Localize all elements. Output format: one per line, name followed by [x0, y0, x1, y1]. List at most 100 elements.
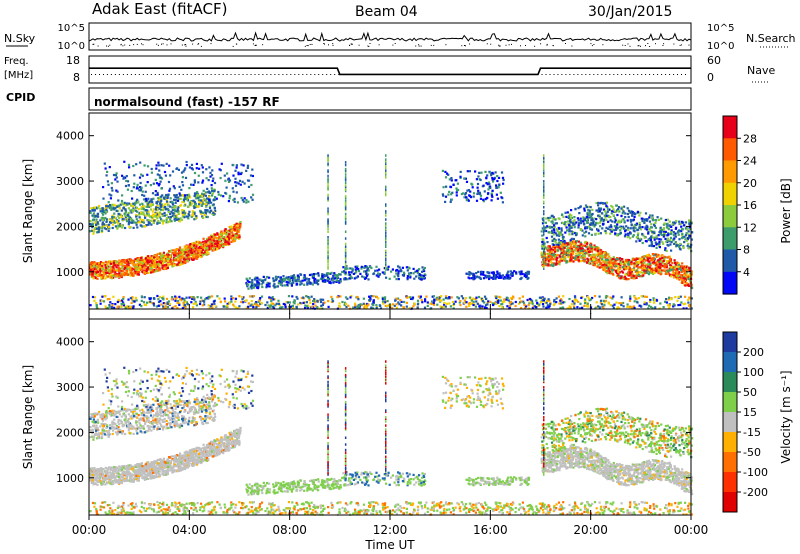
- power-echo: [627, 226, 630, 229]
- power-echo: [99, 273, 102, 276]
- power-echo: [192, 255, 195, 258]
- power-echo: [203, 303, 206, 306]
- power-echo: [174, 198, 177, 201]
- power-echo: [681, 234, 684, 237]
- power-echo: [155, 201, 158, 204]
- power-echo: [208, 307, 211, 310]
- power-echo: [249, 295, 252, 298]
- power-echo: [226, 237, 229, 240]
- power-echo: [103, 227, 106, 230]
- power-echo: [615, 264, 618, 268]
- power-echo: [111, 189, 114, 192]
- power-echo: [129, 266, 132, 269]
- power-echo: [632, 218, 635, 221]
- power-echo: [177, 258, 180, 261]
- power-echo: [105, 218, 108, 221]
- power-echo: [139, 161, 142, 164]
- power-echo: [690, 270, 693, 273]
- power-echo: [680, 228, 684, 231]
- nave-dot: [358, 74, 360, 75]
- nave-dot: [409, 74, 411, 75]
- power-echo: [590, 250, 593, 253]
- freq-line: [89, 67, 691, 76]
- power-echo: [659, 233, 662, 236]
- power-echo: [691, 231, 694, 234]
- power-echo: [233, 239, 236, 243]
- power-echo: [636, 263, 640, 266]
- power-echo: [157, 161, 160, 164]
- power-echo: [611, 228, 614, 231]
- power-echo: [670, 231, 673, 234]
- power-echo: [193, 242, 196, 246]
- power-echo: [168, 164, 171, 167]
- power-echo: [482, 198, 485, 201]
- power-echo: [204, 251, 207, 254]
- power-echo: [135, 265, 138, 268]
- power-echo: [541, 227, 544, 230]
- power-echo: [444, 195, 448, 198]
- noise-search-dot: [170, 43, 172, 45]
- power-echo: [635, 240, 638, 243]
- power-echo: [241, 180, 244, 183]
- power-echo: [619, 225, 622, 228]
- power-echo: [146, 200, 149, 203]
- power-echo: [588, 246, 591, 249]
- power-echo: [227, 200, 230, 203]
- power-echo: [122, 301, 125, 304]
- power-echo: [570, 216, 574, 220]
- power-echo: [145, 211, 149, 214]
- power-echo: [93, 227, 96, 230]
- power-echo: [627, 215, 630, 219]
- power-echo: [93, 299, 96, 302]
- power-echo: [646, 254, 649, 257]
- power-echo: [243, 197, 246, 200]
- power-echo: [205, 201, 208, 204]
- power-echo: [155, 167, 158, 170]
- power-echo: [152, 208, 156, 211]
- power-echo: [111, 220, 114, 223]
- power-echo: [158, 221, 161, 224]
- power-echo: [216, 240, 219, 243]
- power-echo: [643, 265, 646, 268]
- power-echo: [160, 198, 163, 201]
- power-echo: [421, 301, 424, 304]
- power-echo: [204, 202, 207, 206]
- power-echo: [688, 274, 691, 277]
- power-echo: [597, 207, 601, 210]
- power-echo: [618, 275, 621, 278]
- power-echo: [587, 250, 591, 254]
- power-echo: [614, 210, 617, 213]
- power-echo: [127, 214, 130, 217]
- noise-search-dot: [637, 45, 639, 47]
- power-echo: [664, 218, 667, 222]
- power-echo: [569, 258, 572, 262]
- power-echo: [99, 226, 103, 229]
- power-echo: [656, 259, 660, 262]
- noise-search-dot: [109, 44, 111, 46]
- power-echo: [199, 241, 203, 244]
- power-echo: [658, 266, 661, 269]
- power-echo: [344, 296, 348, 299]
- power-echo: [135, 272, 138, 275]
- power-echo: [185, 160, 188, 164]
- power-echo: [245, 198, 248, 202]
- power-echo: [601, 227, 604, 230]
- power-echo: [683, 241, 686, 244]
- power-echo: [102, 186, 105, 189]
- power-echo: [145, 224, 148, 227]
- power-echo: [486, 196, 489, 199]
- power-echo: [591, 262, 594, 265]
- power-echo: [188, 201, 191, 204]
- power-echo: [579, 217, 582, 220]
- power-echo: [207, 245, 210, 248]
- power-echo: [405, 305, 408, 308]
- power-echo: [665, 298, 668, 301]
- power-echo: [101, 218, 105, 222]
- power-echo: [239, 172, 242, 176]
- power-echo: [445, 185, 448, 188]
- power-echo: [614, 259, 617, 262]
- power-echo: [242, 296, 245, 299]
- power-echo: [659, 226, 662, 229]
- nave-dot: [210, 74, 212, 75]
- power-echo: [564, 211, 567, 214]
